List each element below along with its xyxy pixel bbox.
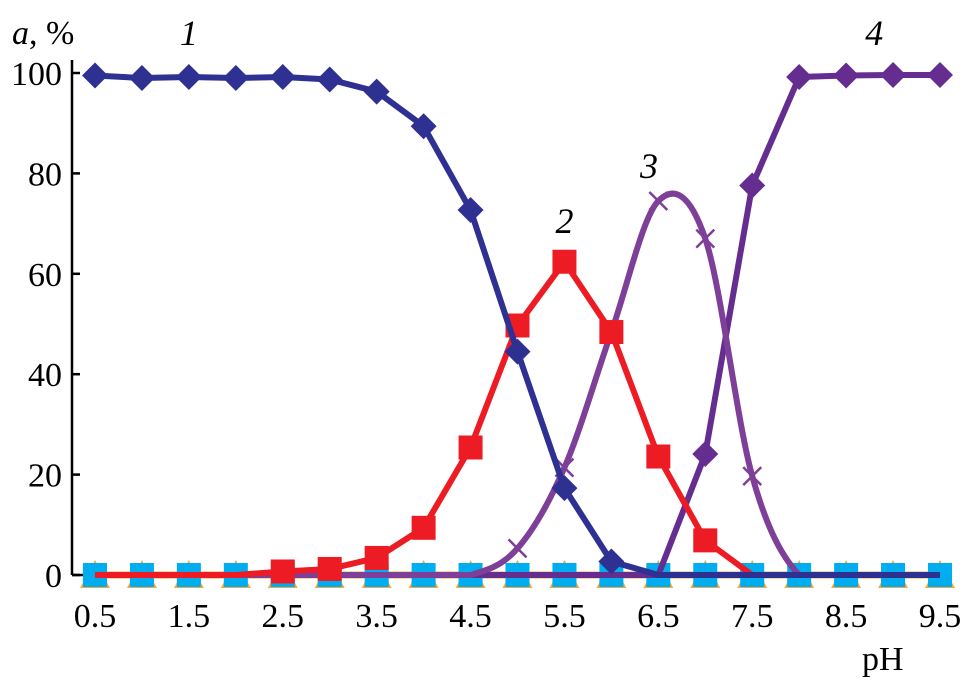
data-point — [646, 444, 671, 469]
data-point — [410, 113, 437, 140]
data-point — [82, 62, 108, 89]
y-tick-label: 20 — [28, 458, 62, 495]
data-point — [316, 66, 343, 93]
x-tick-label: 2.5 — [262, 598, 305, 635]
data-point — [504, 338, 531, 365]
y-tick-label: 60 — [28, 257, 62, 294]
data-point — [598, 548, 625, 575]
series-3 — [95, 190, 940, 578]
x-ticks: 0.5 1.5 2.5 3.5 4.5 5.5 6.5 7.5 8.5 9.5 — [74, 575, 962, 635]
data-point — [693, 528, 718, 553]
y-axis-title-var: a — [12, 15, 29, 52]
data-point — [833, 62, 860, 89]
series-layer — [80, 62, 955, 588]
data-point — [458, 435, 483, 460]
y-tick-label: 80 — [28, 156, 62, 193]
data-point — [507, 538, 528, 559]
data-point — [599, 320, 624, 345]
data-point — [269, 64, 296, 91]
y-tick-label: 0 — [45, 558, 62, 595]
data-point — [739, 172, 766, 199]
series-1 — [82, 62, 940, 578]
curve-label: 4 — [865, 13, 883, 53]
data-point — [175, 64, 202, 91]
data-point — [364, 545, 389, 570]
x-tick-label: 4.5 — [449, 598, 492, 635]
data-point — [222, 65, 249, 92]
x-tick-label: 9.5 — [919, 598, 962, 635]
curve-label: 3 — [639, 146, 658, 186]
x-tick-label: 5.5 — [543, 598, 586, 635]
curve-label: 1 — [180, 13, 198, 53]
curve-labels: 1 2 3 4 — [180, 13, 883, 241]
y-ticks: 0 20 40 60 80 100 — [11, 56, 80, 595]
data-point — [786, 64, 813, 91]
x-tick-label: 0.5 — [74, 598, 117, 635]
data-point — [270, 559, 295, 584]
data-point — [552, 249, 577, 274]
data-point — [317, 556, 342, 581]
data-point — [363, 78, 390, 105]
data-point — [742, 466, 763, 486]
x-tick-label: 8.5 — [825, 598, 868, 635]
series-line — [95, 258, 940, 578]
x-tick-label: 6.5 — [637, 598, 680, 635]
y-tick-label: 40 — [28, 357, 62, 394]
x-tick-label: 7.5 — [731, 598, 774, 635]
data-point — [692, 441, 719, 468]
data-point — [927, 62, 953, 89]
data-point — [551, 475, 578, 502]
y-tick-label: 100 — [11, 56, 62, 93]
x-tick-label: 1.5 — [168, 598, 211, 635]
data-point — [457, 197, 484, 224]
x-tick-label: 3.5 — [355, 598, 398, 635]
data-point — [128, 65, 155, 92]
data-point — [411, 515, 436, 540]
data-point — [648, 191, 669, 211]
curve-label: 2 — [555, 201, 573, 241]
series-line — [95, 190, 940, 578]
y-axis-title-unit: , % — [29, 15, 74, 52]
data-point — [880, 62, 907, 89]
x-axis-title: pH — [862, 641, 904, 678]
series-2 — [95, 249, 940, 584]
data-point — [695, 228, 716, 249]
y-axis-title: a, % — [12, 15, 74, 52]
